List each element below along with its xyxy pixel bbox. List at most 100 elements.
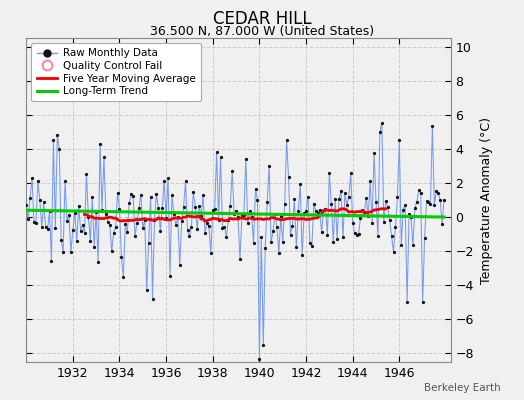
Point xyxy=(139,225,147,232)
Point xyxy=(319,207,328,213)
Point xyxy=(252,186,260,192)
Point xyxy=(121,220,129,227)
Point xyxy=(279,239,287,246)
Point xyxy=(69,227,77,233)
Point xyxy=(193,226,201,232)
Point xyxy=(86,237,94,244)
Point xyxy=(38,224,46,231)
Point xyxy=(348,220,357,226)
Point xyxy=(55,146,63,152)
Point xyxy=(90,244,99,250)
Point xyxy=(112,224,120,230)
Point xyxy=(302,208,310,214)
Point xyxy=(100,154,108,160)
Point xyxy=(414,187,423,194)
Point xyxy=(51,225,60,231)
Point xyxy=(170,211,178,217)
Point xyxy=(244,220,252,226)
Point xyxy=(72,238,81,244)
Point xyxy=(150,217,159,224)
Point xyxy=(71,210,79,216)
Point xyxy=(238,212,246,218)
Point xyxy=(206,250,215,256)
Point xyxy=(335,196,343,202)
Point xyxy=(189,188,198,195)
Point xyxy=(28,175,36,181)
Point xyxy=(417,190,425,196)
Point xyxy=(318,229,326,236)
Point xyxy=(59,248,67,255)
Point xyxy=(381,198,390,204)
Point xyxy=(271,211,279,217)
Point xyxy=(242,156,250,162)
Point xyxy=(46,208,54,214)
Point xyxy=(362,195,370,201)
Point xyxy=(176,262,184,268)
Point xyxy=(430,202,439,208)
Point xyxy=(160,178,168,184)
Point xyxy=(412,199,421,205)
Point xyxy=(405,211,413,218)
Point xyxy=(343,202,351,209)
Point xyxy=(166,273,174,279)
Point xyxy=(224,217,233,223)
Point xyxy=(239,212,248,218)
Point xyxy=(312,208,320,214)
Point xyxy=(263,199,271,205)
Point xyxy=(107,248,116,255)
Point xyxy=(290,196,299,202)
Point xyxy=(440,196,448,203)
Point xyxy=(275,250,283,256)
Point xyxy=(113,190,122,196)
Point xyxy=(135,205,143,212)
Point xyxy=(137,192,145,198)
Point xyxy=(282,137,291,144)
Point xyxy=(310,200,318,207)
Point xyxy=(63,218,71,224)
Point xyxy=(389,248,398,255)
Point xyxy=(47,258,56,264)
Point xyxy=(67,249,75,255)
Point xyxy=(228,168,236,174)
Point xyxy=(259,342,267,348)
Point xyxy=(123,229,132,236)
Point xyxy=(403,299,411,306)
Point xyxy=(146,194,155,200)
Text: CEDAR HILL: CEDAR HILL xyxy=(213,10,311,28)
Point xyxy=(98,206,106,213)
Point xyxy=(94,259,102,265)
Point xyxy=(426,201,434,207)
Y-axis label: Temperature Anomaly (°C): Temperature Anomaly (°C) xyxy=(479,116,493,284)
Point xyxy=(432,188,441,194)
Point xyxy=(178,218,186,225)
Point xyxy=(376,128,384,135)
Point xyxy=(321,206,330,212)
Point xyxy=(364,213,373,219)
Point xyxy=(53,132,61,138)
Point xyxy=(337,188,345,194)
Point xyxy=(280,201,289,207)
Legend: Raw Monthly Data, Quality Control Fail, Five Year Moving Average, Long-Term Tren: Raw Monthly Data, Quality Control Fail, … xyxy=(31,43,201,102)
Point xyxy=(212,149,221,156)
Point xyxy=(49,137,58,144)
Point xyxy=(272,224,281,230)
Point xyxy=(292,244,301,250)
Point xyxy=(39,199,48,206)
Point xyxy=(183,227,192,234)
Point xyxy=(370,150,378,156)
Point xyxy=(219,225,227,231)
Point xyxy=(187,224,195,230)
Point xyxy=(230,210,238,217)
Point xyxy=(84,213,93,220)
Point xyxy=(372,199,380,205)
Point xyxy=(422,198,431,204)
Point xyxy=(209,207,217,213)
Point xyxy=(191,204,200,210)
Point xyxy=(267,239,275,246)
Point xyxy=(346,170,355,176)
Point xyxy=(41,224,50,230)
Point xyxy=(236,256,244,263)
Point xyxy=(265,162,274,169)
Point xyxy=(253,197,261,203)
Point xyxy=(304,194,312,200)
